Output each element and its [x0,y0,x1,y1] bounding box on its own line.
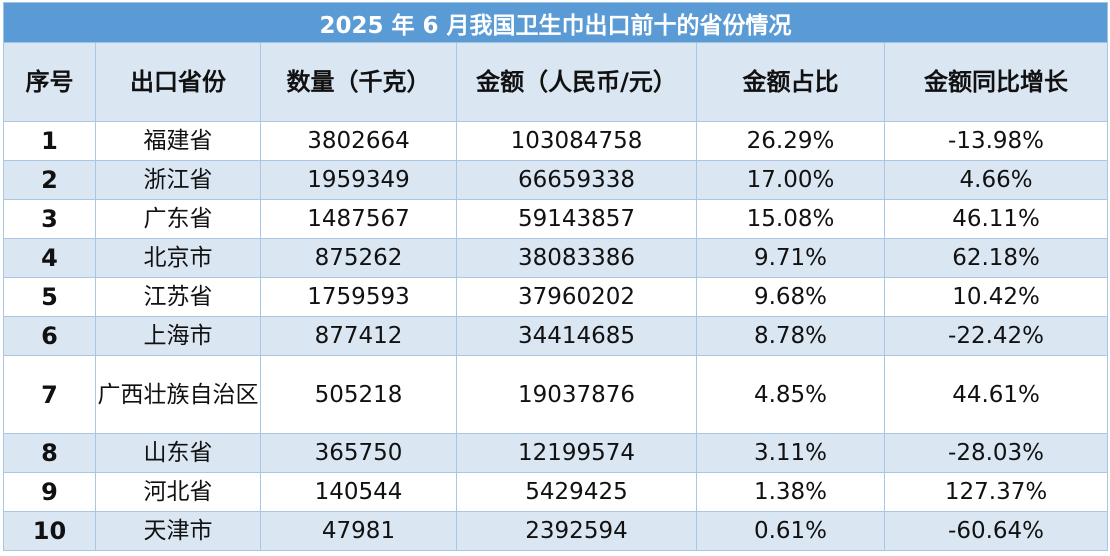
table-row: 5 江苏省 1759593 37960202 9.68% 10.42% [3,277,1109,317]
table-row: 1 福建省 3802664 103084758 26.29% -13.98% [3,121,1109,161]
province-cell: 河北省 [95,472,261,512]
row-number: 7 [3,355,96,434]
row-number: 5 [3,277,96,317]
amount-cell: 38083386 [456,238,697,278]
yoy-cell: 127.37% [883,472,1109,512]
share-cell: 8.78% [696,316,885,356]
title-row: 2025 年 6 月我国卫生巾出口前十的省份情况 [2,2,1109,43]
quantity-cell: 1959349 [260,160,457,200]
yoy-cell: 4.66% [883,160,1109,200]
table-row: 6 上海市 877412 34414685 8.78% -22.42% [3,316,1109,356]
header-row: 序号 出口省份 数量（千克） 金额（人民币/元） 金额占比 金额同比增长 [3,42,1109,122]
share-cell: 3.11% [696,433,885,473]
province-cell: 江苏省 [95,277,261,317]
header-no: 序号 [3,42,96,122]
header-province: 出口省份 [95,42,261,122]
yoy-cell: -60.64% [883,511,1109,551]
amount-cell: 34414685 [456,316,697,356]
share-cell: 4.85% [696,355,885,434]
table-row: 8 山东省 365750 12199574 3.11% -28.03% [3,433,1109,473]
quantity-cell: 505218 [260,355,457,434]
share-cell: 1.38% [696,472,885,512]
yoy-cell: 44.61% [883,355,1109,434]
share-cell: 17.00% [696,160,885,200]
share-cell: 15.08% [696,199,885,239]
yoy-cell: 46.11% [883,199,1109,239]
quantity-cell: 365750 [260,433,457,473]
row-number: 1 [3,121,96,161]
row-number: 6 [3,316,96,356]
table-row: 7 广西壮族自治区 505218 19037876 4.85% 44.61% [3,355,1109,434]
quantity-cell: 3802664 [260,121,457,161]
amount-cell: 103084758 [456,121,697,161]
share-cell: 9.71% [696,238,885,278]
amount-cell: 12199574 [456,433,697,473]
amount-cell: 5429425 [456,472,697,512]
table-row: 2 浙江省 1959349 66659338 17.00% 4.66% [3,160,1109,200]
row-number: 8 [3,433,96,473]
quantity-cell: 875262 [260,238,457,278]
row-number: 3 [3,199,96,239]
amount-cell: 59143857 [456,199,697,239]
row-number: 2 [3,160,96,200]
table-title: 2025 年 6 月我国卫生巾出口前十的省份情况 [2,2,1109,43]
header-yoy: 金额同比增长 [883,42,1109,122]
header-share: 金额占比 [696,42,885,122]
quantity-cell: 877412 [260,316,457,356]
province-cell: 山东省 [95,433,261,473]
province-cell: 浙江省 [95,160,261,200]
row-number: 4 [3,238,96,278]
quantity-cell: 47981 [260,511,457,551]
province-cell: 广东省 [95,199,261,239]
amount-cell: 2392594 [456,511,697,551]
header-amount: 金额（人民币/元） [456,42,697,122]
table-row: 3 广东省 1487567 59143857 15.08% 46.11% [3,199,1109,239]
province-cell: 广西壮族自治区 [95,355,261,434]
province-cell: 上海市 [95,316,261,356]
yoy-cell: -13.98% [883,121,1109,161]
yoy-cell: -28.03% [883,433,1109,473]
share-cell: 26.29% [696,121,885,161]
amount-cell: 37960202 [456,277,697,317]
yoy-cell: 62.18% [883,238,1109,278]
amount-cell: 66659338 [456,160,697,200]
province-cell: 天津市 [95,511,261,551]
row-number: 10 [3,511,96,551]
table-row: 9 河北省 140544 5429425 1.38% 127.37% [3,472,1109,512]
yoy-cell: 10.42% [883,277,1109,317]
table-row: 4 北京市 875262 38083386 9.71% 62.18% [3,238,1109,278]
province-cell: 福建省 [95,121,261,161]
share-cell: 9.68% [696,277,885,317]
row-number: 9 [3,472,96,512]
table-row: 10 天津市 47981 2392594 0.61% -60.64% [3,511,1109,551]
quantity-cell: 140544 [260,472,457,512]
yoy-cell: -22.42% [883,316,1109,356]
header-quantity: 数量（千克） [260,42,457,122]
quantity-cell: 1759593 [260,277,457,317]
quantity-cell: 1487567 [260,199,457,239]
amount-cell: 19037876 [456,355,697,434]
province-cell: 北京市 [95,238,261,278]
share-cell: 0.61% [696,511,885,551]
